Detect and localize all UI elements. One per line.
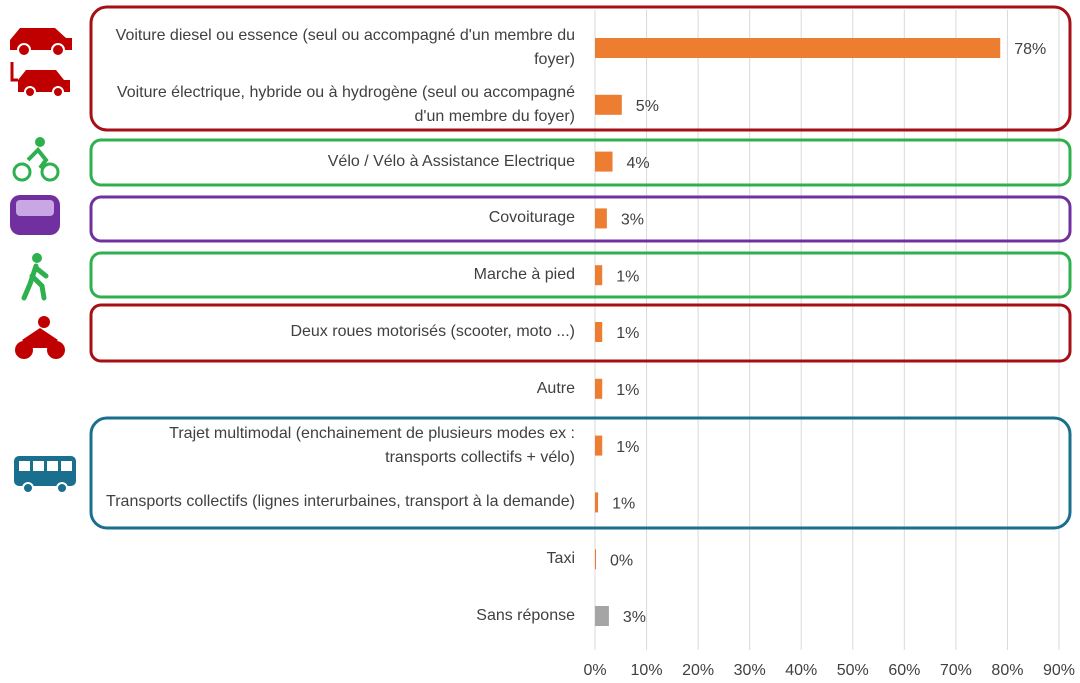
x-tick-label: 10% xyxy=(631,662,663,679)
bar xyxy=(595,208,607,229)
category-label: Voiture électrique, hybride ou à hydrogè… xyxy=(116,83,575,125)
value-label: 1% xyxy=(616,325,639,342)
category-label: Taxi xyxy=(546,550,575,568)
x-tick-label: 30% xyxy=(734,662,766,679)
value-label: 3% xyxy=(623,609,646,626)
bike-icon xyxy=(40,162,60,182)
value-label: 1% xyxy=(616,439,639,456)
bar xyxy=(595,492,599,513)
bus-icon xyxy=(33,461,44,471)
bike-icon xyxy=(12,162,32,182)
ecar-icon xyxy=(10,62,18,82)
bar xyxy=(595,151,613,172)
value-label: 0% xyxy=(610,552,633,569)
group-box xyxy=(89,138,1072,187)
x-tick-label: 40% xyxy=(785,662,817,679)
carpool-icon xyxy=(16,200,54,216)
bar xyxy=(595,38,1001,58)
value-label: 1% xyxy=(616,382,639,399)
category-label: Vélo / Vélo à Assistance Electrique xyxy=(327,152,575,170)
value-label: 78% xyxy=(1014,41,1046,58)
value-label: 1% xyxy=(616,268,639,285)
group-box xyxy=(89,5,1072,132)
x-tick-label: 50% xyxy=(837,662,869,679)
bar xyxy=(595,378,603,399)
walk-icon xyxy=(21,263,49,301)
moto-icon xyxy=(38,316,50,328)
value-label: 5% xyxy=(636,98,659,115)
value-label: 4% xyxy=(627,155,650,172)
bus-icon xyxy=(47,461,58,471)
group-box xyxy=(89,195,1072,243)
category-label: Sans réponse xyxy=(476,607,575,624)
category-label: Deux roues motorisés (scooter, moto ...) xyxy=(290,323,575,340)
x-tick-label: 20% xyxy=(682,662,714,679)
category-label: Marche à pied xyxy=(473,266,575,284)
bike-icon xyxy=(26,147,49,170)
bar xyxy=(595,94,622,115)
category-label: Covoiturage xyxy=(488,209,575,227)
value-label: 3% xyxy=(621,212,644,229)
group-box xyxy=(89,251,1072,299)
x-tick-label: 0% xyxy=(583,662,606,679)
group-box xyxy=(89,416,1072,530)
moto-icon xyxy=(22,328,58,348)
category-label: Voiture diesel ou essence (seul ou accom… xyxy=(115,27,575,68)
bus-icon xyxy=(19,461,30,471)
car-icon xyxy=(17,43,31,57)
x-tick-label: 80% xyxy=(991,662,1023,679)
ecar-icon xyxy=(24,86,36,98)
bar xyxy=(595,435,603,456)
walk-icon xyxy=(32,253,42,263)
bus-icon xyxy=(56,482,68,494)
bar xyxy=(595,265,603,286)
group-box xyxy=(89,303,1072,363)
bar xyxy=(595,549,597,570)
x-tick-label: 70% xyxy=(940,662,972,679)
bus-icon xyxy=(22,482,34,494)
bar xyxy=(595,322,603,342)
ecar-icon xyxy=(52,86,64,98)
x-tick-label: 90% xyxy=(1043,662,1075,679)
car-icon xyxy=(51,43,65,57)
x-tick-label: 60% xyxy=(888,662,920,679)
bus-icon xyxy=(61,461,72,471)
bar xyxy=(595,606,609,626)
value-label: 1% xyxy=(612,496,635,513)
category-label: Trajet multimodal (enchainement de plusi… xyxy=(169,424,575,466)
category-label: Autre xyxy=(536,379,575,397)
icons xyxy=(10,28,76,494)
category-label: Transports collectifs (lignes interurbai… xyxy=(106,493,575,511)
bike-icon xyxy=(35,137,45,147)
